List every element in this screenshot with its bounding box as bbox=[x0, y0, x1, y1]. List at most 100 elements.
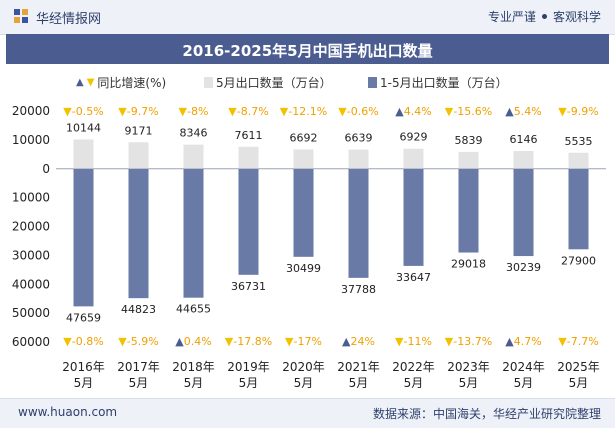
y-tick-label: 10000 bbox=[12, 191, 50, 205]
legend-item-growth: ▲ ▼ 同比增速(%) bbox=[76, 74, 166, 91]
y-tick-label: 10000 bbox=[12, 133, 50, 147]
x-category-label: 2018年 5月 bbox=[172, 360, 215, 390]
bar-may-value-label: 10144 bbox=[66, 121, 101, 134]
growth-top-label: ▼-0.6% bbox=[338, 105, 378, 118]
bar-ytd bbox=[73, 168, 94, 307]
bar-ytd-value-label: 30239 bbox=[506, 261, 541, 274]
bar-ytd bbox=[238, 168, 259, 275]
growth-top-label: ▼-9.9% bbox=[558, 105, 598, 118]
growth-top-label: ▲4.4% bbox=[395, 105, 431, 118]
bar-may bbox=[458, 151, 479, 169]
x-category-label: 2020年 5月 bbox=[282, 360, 325, 390]
brand-name: 华经情报网 bbox=[36, 12, 102, 27]
footer-source: 数据来源：中国海关，华经产业研究院整理 bbox=[372, 407, 601, 421]
bar-ytd bbox=[128, 168, 149, 299]
bar-ytd-value-label: 29018 bbox=[451, 258, 486, 271]
title-bar: 2016-2025年5月中国手机出口数量 bbox=[6, 34, 609, 64]
bar-ytd-value-label: 30499 bbox=[286, 262, 321, 275]
growth-top-label: ▼-15.6% bbox=[445, 105, 492, 118]
growth-top-label: ▼-8% bbox=[179, 105, 209, 118]
bar-may bbox=[568, 152, 589, 169]
bar-ytd bbox=[348, 168, 369, 278]
x-category-label: 2017年 5月 bbox=[117, 360, 160, 390]
legend-up-arrow-icon: ▲ bbox=[76, 77, 84, 88]
y-tick-label: 30000 bbox=[12, 248, 50, 262]
growth-bottom-label: ▲0.4% bbox=[175, 335, 211, 348]
bar-ytd-value-label: 36731 bbox=[231, 280, 266, 293]
legend-label-ytd: 1-5月出口数量（万台） bbox=[380, 76, 508, 90]
y-tick-label: 20000 bbox=[12, 104, 50, 118]
growth-bottom-label: ▲4.7% bbox=[505, 335, 541, 348]
bar-ytd bbox=[293, 168, 314, 257]
bar-may-value-label: 6146 bbox=[510, 133, 538, 146]
y-tick-label: 40000 bbox=[12, 277, 50, 291]
bar-ytd bbox=[403, 168, 424, 266]
growth-bottom-label: ▼-11% bbox=[395, 335, 432, 348]
chart-legend: ▲ ▼ 同比增速(%) 5月出口数量（万台） 1-5月出口数量（万台） bbox=[0, 72, 615, 92]
bar-may bbox=[348, 149, 369, 169]
bar-ytd bbox=[568, 168, 589, 250]
growth-bottom-label: ▼-5.9% bbox=[118, 335, 158, 348]
bar-ytd bbox=[513, 168, 534, 257]
growth-top-label: ▼-12.1% bbox=[280, 105, 327, 118]
legend-swatch-ytd bbox=[368, 77, 377, 88]
growth-top-label: ▲5.4% bbox=[505, 105, 541, 118]
chart-title: 2016-2025年5月中国手机出口数量 bbox=[182, 42, 433, 60]
y-tick-label: 50000 bbox=[12, 306, 50, 320]
x-category-label: 2024年 5月 bbox=[502, 360, 545, 390]
growth-top-label: ▼-9.7% bbox=[118, 105, 158, 118]
growth-bottom-label: ▼-17% bbox=[285, 335, 322, 348]
x-category-label: 2019年 5月 bbox=[227, 360, 270, 390]
x-category-label: 2023年 5月 bbox=[447, 360, 490, 390]
legend-swatch-may bbox=[204, 77, 213, 88]
y-tick-label: 60000 bbox=[12, 335, 50, 349]
huajing-logo-icon bbox=[14, 9, 28, 23]
bar-may bbox=[513, 151, 534, 169]
growth-bottom-label: ▼-7.7% bbox=[558, 335, 598, 348]
y-tick-label: 20000 bbox=[12, 220, 50, 234]
bar-may bbox=[293, 149, 314, 169]
bar-may-value-label: 9171 bbox=[125, 124, 153, 137]
tagline-left: 专业严谨 bbox=[487, 10, 536, 24]
growth-top-label: ▼-0.5% bbox=[63, 105, 103, 118]
bar-ytd-value-label: 27900 bbox=[561, 254, 596, 267]
bar-ytd-value-label: 44823 bbox=[121, 303, 156, 316]
growth-bottom-label: ▼-0.8% bbox=[63, 335, 103, 348]
bar-ytd-value-label: 44655 bbox=[176, 303, 211, 316]
bar-may-value-label: 6929 bbox=[400, 131, 428, 144]
x-category-label: 2016年 5月 bbox=[62, 360, 105, 390]
bar-may-value-label: 8346 bbox=[180, 127, 208, 140]
bar-may bbox=[403, 148, 424, 169]
footer-site-link[interactable]: www.huaon.com bbox=[18, 405, 118, 419]
growth-top-label: ▼-8.7% bbox=[228, 105, 268, 118]
bar-may bbox=[73, 139, 94, 169]
bar-may-value-label: 6692 bbox=[290, 131, 318, 144]
bar-ytd-value-label: 47659 bbox=[66, 311, 101, 324]
y-tick-label: 0 bbox=[42, 162, 50, 176]
separator-dot-icon bbox=[541, 14, 547, 19]
legend-down-arrow-icon: ▼ bbox=[86, 77, 95, 88]
bar-may-value-label: 5535 bbox=[565, 135, 593, 148]
x-category-label: 2022年 5月 bbox=[392, 360, 435, 390]
bar-may-value-label: 5839 bbox=[455, 134, 483, 147]
legend-item-ytd: 1-5月出口数量（万台） bbox=[368, 74, 508, 91]
bar-may-value-label: 7611 bbox=[235, 129, 263, 142]
x-category-label: 2021年 5月 bbox=[337, 360, 380, 390]
bar-may bbox=[183, 144, 204, 169]
growth-bottom-label: ▼-13.7% bbox=[445, 335, 492, 348]
legend-label-growth: 同比增速(%) bbox=[97, 76, 167, 90]
bar-ytd-value-label: 33647 bbox=[396, 271, 431, 284]
legend-item-may: 5月出口数量（万台） bbox=[204, 74, 332, 91]
bar-may-value-label: 6639 bbox=[345, 132, 373, 145]
bar-may bbox=[238, 146, 259, 169]
bar-ytd bbox=[183, 168, 204, 298]
tagline-right: 客观科学 bbox=[552, 10, 601, 24]
tagline: 专业严谨 客观科学 bbox=[488, 8, 601, 25]
x-category-label: 2025年 5月 bbox=[557, 360, 600, 390]
legend-label-may: 5月出口数量（万台） bbox=[216, 76, 332, 90]
bar-ytd bbox=[458, 168, 479, 253]
bar-ytd-value-label: 37788 bbox=[341, 283, 376, 296]
footer-bar: www.huaon.com 数据来源：中国海关，华经产业研究院整理 bbox=[0, 398, 615, 428]
growth-bottom-label: ▼-17.8% bbox=[225, 335, 272, 348]
